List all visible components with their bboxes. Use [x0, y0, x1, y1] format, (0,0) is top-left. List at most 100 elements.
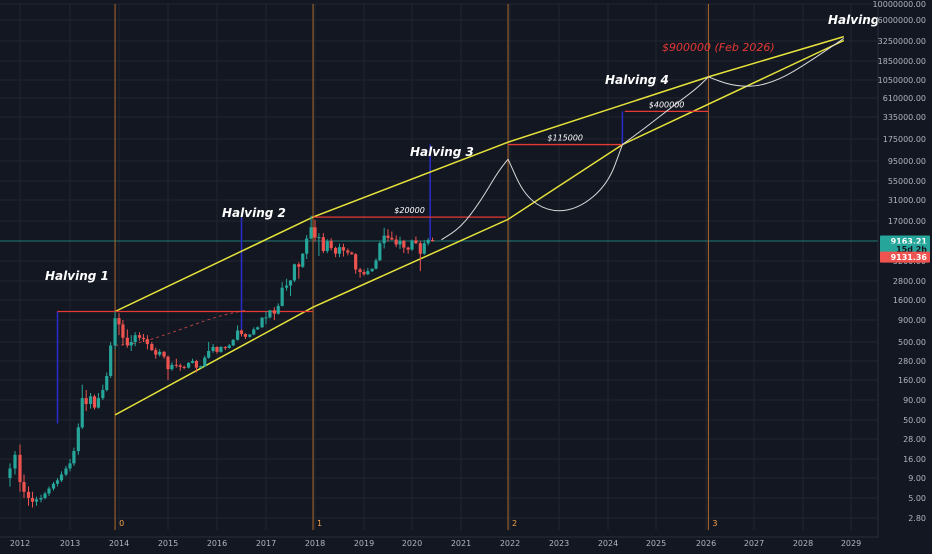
y-tick-label: 55000.00 [888, 177, 926, 186]
candle-body [329, 240, 333, 249]
halving-label: Halving 1 [45, 269, 109, 283]
candle-body [215, 346, 219, 352]
candle-body [22, 482, 26, 492]
candle-body [394, 239, 398, 245]
y-tick-label: 2.80 [908, 514, 926, 523]
candle-body [76, 427, 80, 452]
halving-bars [56, 111, 624, 424]
candle-body [292, 264, 297, 281]
price-channel [114, 35, 845, 416]
candle-body [92, 396, 97, 408]
candle-body [145, 339, 150, 345]
candle-body [227, 345, 231, 349]
candle-body [154, 350, 158, 355]
candle-body [39, 498, 43, 500]
candle-body [223, 346, 227, 349]
y-tick-label: 5.00 [908, 494, 926, 503]
y-tick-label: 500.00 [898, 338, 926, 347]
candle-body [141, 337, 146, 340]
candle-body [47, 488, 51, 494]
x-tick-label: 2016 [207, 539, 227, 548]
top-price-label: $115000 [547, 134, 583, 143]
projection-arc [507, 144, 623, 212]
y-tick-label: 3250000.00 [878, 37, 926, 46]
x-tick-label: 2014 [109, 539, 129, 548]
candle-body [80, 398, 84, 428]
candle-body [166, 356, 170, 370]
candle-body [137, 335, 142, 338]
candle-body [382, 235, 386, 244]
price-box-text: 9131.36 [891, 253, 928, 262]
x-tick-label: 2022 [500, 539, 520, 548]
x-tick-label: 2024 [598, 539, 618, 548]
halving-label: Halving 4 [605, 73, 669, 87]
x-tick-label: 2015 [158, 539, 178, 548]
candle-body [264, 317, 268, 319]
candle-body [207, 350, 211, 358]
candle-body [162, 351, 166, 357]
candle-body [68, 463, 72, 469]
candle-body [101, 390, 105, 399]
candle-body [418, 243, 422, 254]
y-tick-label: 175000.00 [883, 135, 926, 144]
price-box [880, 251, 930, 263]
top-price-label: $400000 [649, 100, 685, 109]
x-tick-label: 2023 [549, 539, 569, 548]
candle-body [430, 240, 435, 242]
price-box-text: 9163.21 [891, 237, 928, 246]
candle-body [113, 318, 117, 346]
x-tick-label: 2020 [402, 539, 422, 548]
candle-body [309, 227, 313, 239]
candle-body [231, 339, 235, 346]
candle-body [325, 240, 329, 252]
candle-body [34, 499, 39, 502]
candle-body [288, 280, 293, 286]
y-tick-label: 2800.00 [893, 277, 926, 286]
candle-body [268, 310, 272, 318]
grid [0, 3, 878, 530]
candle-body [354, 254, 358, 270]
candle-body [219, 346, 223, 352]
candle-body [125, 337, 129, 346]
price-box-text: 15d 2h [896, 245, 927, 254]
candle-body [105, 376, 109, 390]
candle-body [248, 334, 252, 337]
projection-arcs [115, 38, 845, 346]
candle-body [121, 324, 125, 338]
x-axis[interactable]: 2012 2013 2014 2015 2016 2017 2018 2019 2020 2021… [0, 536, 878, 548]
candle-body [370, 268, 374, 272]
candle-body [252, 329, 256, 335]
x-tick-label: 2012 [10, 539, 30, 548]
halving-label: Halving 2 [222, 206, 286, 220]
candle-body [243, 333, 248, 337]
y-tick-label: 28.00 [903, 435, 926, 444]
candle-body [317, 237, 321, 239]
halving-label: Halving 5 [828, 13, 892, 27]
candle-body [362, 271, 366, 275]
x-tick-label: 2025 [646, 539, 666, 548]
y-tick-label: 90.00 [903, 396, 926, 405]
candle-body [18, 454, 22, 483]
y-axis[interactable]: 10000000.00 6000000.00 3250000.00 1850000.0… [873, 0, 932, 550]
candle-body [186, 362, 191, 368]
candle-body [109, 345, 113, 377]
candle-body [414, 240, 418, 244]
candle-body [378, 243, 382, 261]
candle-body [133, 335, 137, 342]
candle-body [366, 271, 370, 275]
channel-upper-line [114, 35, 845, 313]
cycle-number: 3 [712, 519, 717, 528]
y-tick-label: 50.00 [903, 416, 926, 425]
candle-body [72, 451, 76, 464]
candle-body [117, 318, 121, 325]
projection-label: $900000 (Feb 2026) [662, 41, 775, 54]
candle-body [26, 491, 31, 498]
candle-body [182, 366, 186, 368]
candle-body [341, 247, 346, 251]
candle-body [150, 344, 154, 351]
candle-body [211, 346, 215, 351]
candle-body [422, 243, 426, 254]
candle-body [199, 366, 203, 368]
